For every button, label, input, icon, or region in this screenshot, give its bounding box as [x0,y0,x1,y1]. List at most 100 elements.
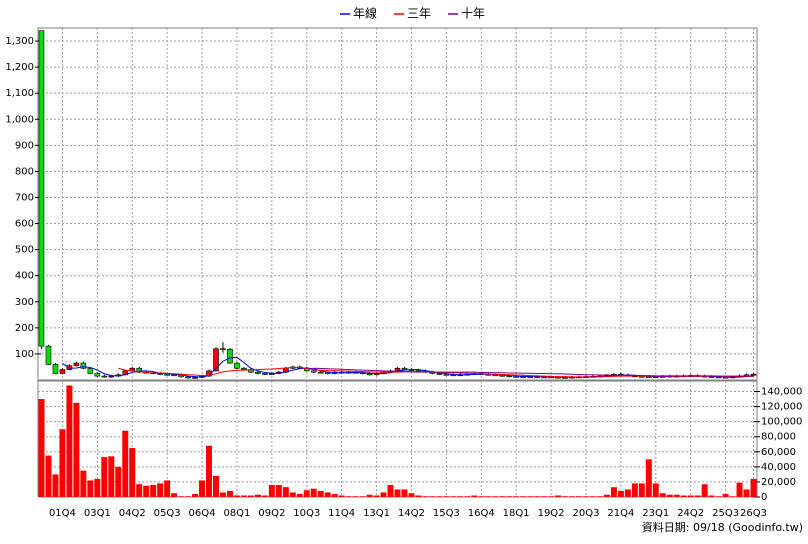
volume-bar [687,495,694,497]
candle-body [87,367,94,374]
candle-body [38,30,45,347]
volume-bar [66,385,73,497]
volume-bar [610,487,617,497]
volume-bar [108,456,115,497]
candle-body [59,369,66,374]
volume-bar [673,494,680,497]
candle-body [192,377,198,379]
volume-bar [101,457,108,497]
candle-body [220,348,226,351]
volume-bar [589,496,596,497]
x-tick-label: 20Q3 [572,508,599,519]
volume-bar [443,496,450,497]
volume-bar [485,496,492,497]
volume-bar [387,484,394,497]
candle-body [324,372,331,374]
volume-bar [213,475,220,497]
candle-body [436,373,443,375]
candle-body [317,371,324,374]
volume-bar [178,496,185,497]
y-tick-label: 1,300 [5,36,34,47]
volume-bar [450,496,457,497]
volume-bar [513,496,520,497]
volume-bar [345,496,352,497]
y-tick-label: 400 [15,271,34,282]
x-tick-label: 06Q4 [189,508,216,519]
y-tick-label: 300 [15,297,34,308]
volume-bar [631,483,638,497]
volume-bar [666,494,673,497]
candle-body [80,362,87,369]
candle-body [66,365,73,370]
volume-bar [750,478,757,497]
volume-bar [359,496,366,497]
volume-bar [659,493,666,497]
volume-bar [296,493,303,497]
volume-bar [289,492,296,497]
legend-label: 三年 [407,7,431,21]
volume-bar [157,483,164,497]
candle-body [73,362,80,366]
y-tick-label: 120,000 [761,402,802,413]
labels: 01Q4 03Q1 04Q2 05Q3 06Q4 08Q1 09Q2 10Q3 11Q4 13Q1… [5,6,802,520]
y-tick-label: 800 [15,166,34,177]
x-tick-label: 09Q2 [258,508,285,519]
volume-bar [45,455,52,497]
volume-bar [596,496,603,497]
volume-bar [373,495,380,497]
volume-bar [206,445,213,497]
candle-body [255,371,261,374]
y-tick-label: 80,000 [761,432,796,443]
volume-bar [73,402,80,497]
volume-bar [247,495,254,497]
volume-bar [694,495,701,497]
candle-body [94,373,101,377]
x-tick-label: 03Q1 [84,508,111,519]
x-tick-label: 14Q2 [398,508,425,519]
x-tick-label: 25Q3 [712,508,739,519]
candle-body [52,364,59,374]
y-tick-label: 0 [761,492,767,503]
x-tick-label: 18Q1 [503,508,530,519]
x-tick-label: 23Q1 [642,508,669,519]
volume-bar [122,430,129,497]
volume-bar [143,485,150,497]
y-tick-label: 500 [15,245,34,256]
volume-bar [680,495,687,497]
candle-body [185,376,191,379]
volume-bar [617,490,624,497]
candle-body [213,348,219,372]
volume-bar [282,487,289,497]
candle-body [108,375,115,378]
volume-bar [401,489,408,497]
y-tick-label: 100,000 [761,417,802,428]
volume-bar [171,493,178,497]
volume-bar [492,496,499,497]
volume-bar [129,448,136,497]
x-tick-label: 11Q4 [328,508,355,519]
volume-bar [233,495,240,497]
x-tick-label: 08Q1 [223,508,250,519]
volume-bar [394,489,401,497]
volume-bar [317,490,324,497]
volume-bar [729,496,736,497]
volume-bar [192,493,199,497]
volume-bar [645,459,652,497]
volume-bar [743,489,750,497]
volume-bar [59,429,66,497]
volume-bar [548,496,555,497]
volume-bar [541,496,548,497]
volume-bar [464,496,471,497]
volume-bar [520,496,527,497]
y-tick-label: 1,200 [5,62,34,73]
candle-body [101,375,108,378]
volume-bar [219,492,226,497]
volume-bar [366,494,373,497]
x-tick-label: 04Q2 [119,508,146,519]
x-tick-label: 05Q3 [154,508,181,519]
candle-body [415,369,422,372]
volume-bar [506,496,513,497]
volume-bar [185,496,192,497]
volume-bar [408,493,415,497]
candle-body [750,373,757,376]
